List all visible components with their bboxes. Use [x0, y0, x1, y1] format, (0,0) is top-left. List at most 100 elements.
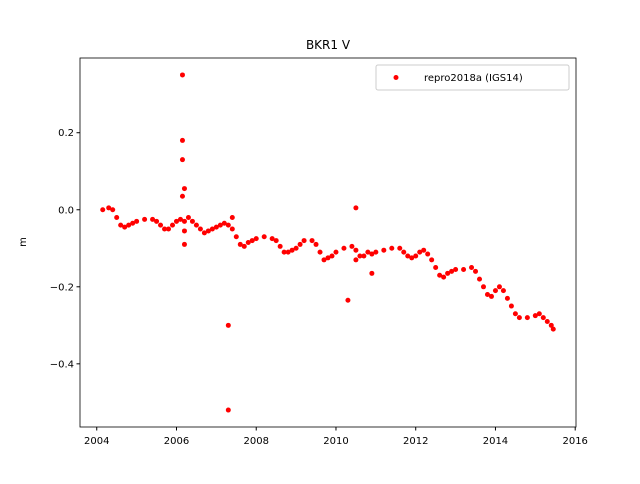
chart-title: BKR1 V — [306, 38, 351, 52]
point — [181, 186, 187, 192]
point — [126, 222, 132, 228]
point — [329, 253, 335, 259]
point — [217, 222, 223, 228]
point — [158, 222, 164, 228]
point — [353, 247, 359, 253]
x-tick-label: 2004 — [84, 436, 109, 447]
legend-marker — [393, 75, 399, 80]
point — [325, 255, 331, 261]
point — [245, 240, 251, 245]
point — [413, 253, 419, 259]
point — [162, 226, 168, 232]
point — [504, 295, 510, 301]
point — [445, 270, 451, 276]
point — [492, 288, 498, 294]
point — [381, 247, 387, 253]
point — [253, 236, 259, 242]
point — [365, 249, 371, 255]
point — [209, 226, 215, 232]
point — [213, 224, 219, 230]
point — [189, 218, 195, 224]
x-tick-label: 2014 — [483, 436, 508, 447]
point — [437, 272, 443, 278]
point — [229, 226, 235, 232]
point — [309, 238, 315, 244]
point — [225, 322, 231, 328]
plot-frame — [79, 57, 577, 428]
point — [130, 220, 136, 226]
point — [357, 253, 363, 259]
point — [177, 216, 183, 222]
point — [205, 228, 211, 234]
point — [297, 241, 303, 247]
point — [345, 297, 351, 303]
point — [353, 205, 359, 211]
point — [548, 322, 554, 328]
point — [500, 288, 506, 294]
point — [134, 218, 140, 224]
x-tick-label: 2016 — [562, 436, 587, 447]
point — [361, 253, 367, 259]
point — [353, 257, 359, 263]
point — [289, 247, 295, 253]
point — [369, 251, 375, 257]
point — [301, 238, 307, 244]
point — [241, 243, 247, 249]
point — [269, 236, 275, 242]
point — [429, 257, 435, 263]
point — [480, 284, 486, 290]
point — [106, 205, 112, 211]
y-tick-label: 0.2 — [58, 128, 74, 139]
point — [285, 249, 291, 255]
point — [484, 291, 490, 297]
point — [532, 313, 538, 319]
x-tick-label: 2006 — [164, 436, 189, 447]
point — [122, 224, 128, 230]
point — [193, 222, 199, 228]
point — [173, 218, 179, 224]
point — [508, 303, 514, 309]
point — [118, 222, 124, 228]
point — [516, 315, 522, 321]
point — [181, 241, 187, 247]
point — [170, 222, 176, 228]
point — [421, 247, 427, 253]
x-tick-label: 2008 — [244, 436, 269, 447]
point — [401, 249, 407, 255]
point — [469, 265, 475, 271]
y-axis-label: m — [18, 237, 29, 247]
y-tick-label: −0.2 — [50, 282, 74, 293]
y-tick-label: −0.4 — [50, 359, 74, 370]
point — [473, 268, 479, 274]
point — [477, 276, 483, 282]
point — [524, 315, 530, 321]
point — [225, 222, 231, 228]
point — [185, 214, 191, 220]
legend-box — [375, 64, 570, 91]
legend-label: repro2018a (IGS14) — [424, 73, 523, 84]
point — [333, 249, 339, 255]
point — [221, 220, 227, 226]
point — [197, 226, 203, 232]
point — [114, 214, 120, 220]
point — [389, 245, 395, 251]
x-tick-label: 2010 — [323, 436, 348, 447]
point — [281, 249, 287, 255]
point — [229, 214, 235, 220]
point — [225, 407, 231, 413]
point — [321, 257, 327, 263]
point — [540, 315, 546, 321]
point — [179, 72, 185, 78]
point — [201, 230, 207, 236]
point — [349, 243, 355, 249]
point — [409, 255, 415, 261]
point — [317, 249, 323, 255]
point — [536, 311, 542, 317]
point — [417, 249, 423, 255]
point — [273, 238, 279, 244]
point — [544, 318, 550, 324]
x-tick-label: 2012 — [403, 436, 428, 447]
point — [293, 245, 299, 251]
point — [405, 253, 411, 259]
